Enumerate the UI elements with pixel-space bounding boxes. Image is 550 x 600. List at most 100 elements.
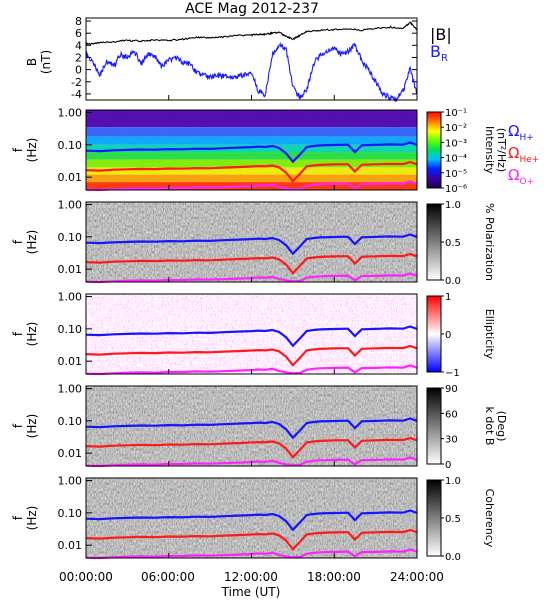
colorbar-label: % Polarization xyxy=(483,203,496,281)
gyro-line-he xyxy=(85,436,418,459)
colorbar-tick-label: 60 xyxy=(445,409,458,420)
gyro-line-h xyxy=(85,325,418,348)
y-axis-label: f xyxy=(11,147,25,152)
series-line-|b| xyxy=(85,21,418,46)
y-tick-label: 1.00 xyxy=(58,291,83,304)
colorbar xyxy=(426,111,442,189)
colorbar-unit: (nT²/Hz) xyxy=(495,128,508,172)
y-tick-label: 1.00 xyxy=(58,475,83,488)
y-tick-label: 0.10 xyxy=(58,415,83,428)
legend-subscript: O+ xyxy=(519,177,534,187)
colorbar-tick-label: 1.0 xyxy=(445,476,461,487)
colorbar-label: k dot B xyxy=(483,407,496,446)
gyro-line-he xyxy=(85,252,418,275)
colorbar-tick-label: 0.0 xyxy=(445,552,461,563)
colorbar-tick-label: 10⁻³ xyxy=(445,138,467,149)
colorbar-tick-label: 0 xyxy=(445,460,451,471)
panel-polarization: 1.00 0.10 0.01 f (Hz) 1.0 0.5 0.0 % Polarization xyxy=(11,199,496,287)
y-tick-label: 0.01 xyxy=(58,447,83,460)
colorbar-tick-label: 1.0 xyxy=(445,200,461,211)
gyro-line-he xyxy=(85,344,418,367)
legend-subscript: R xyxy=(441,53,448,64)
y-tick-label: 2 xyxy=(75,51,82,64)
y-tick-label: 0.01 xyxy=(58,171,83,184)
y-tick-label: 1.00 xyxy=(58,199,83,212)
y-tick-label: 0.01 xyxy=(58,263,83,276)
y-axis-label: f xyxy=(11,515,25,520)
y-tick-label: 6 xyxy=(75,27,82,40)
y-axis-unit: (nT) xyxy=(39,50,53,74)
colorbar-label: Ellipticity xyxy=(483,309,496,360)
y-tick-label: 0 xyxy=(75,64,82,77)
legend-entry-o: ΩO+ xyxy=(508,166,534,187)
x-tick-label: 00:00:00 xyxy=(59,570,113,584)
series-line-br xyxy=(85,41,418,103)
y-tick-label: 4 xyxy=(75,39,82,52)
colorbar-tick-label: 0 xyxy=(445,330,451,341)
colorbar xyxy=(426,295,442,373)
y-tick-label: 0.01 xyxy=(58,355,83,368)
colorbar-tick-label: 10⁻⁴ xyxy=(445,154,467,165)
colorbar-unit: (Deg) xyxy=(495,411,508,442)
colorbar-tick-label: 30 xyxy=(445,435,458,446)
x-axis: 00:00:00 06:00:00 12:00:00 18:00:00 24:0… xyxy=(59,570,444,599)
panel-kdotb: 1.00 0.10 0.01 f (Hz) 90 60 30 0 k dot B (Deg) xyxy=(11,383,508,471)
y-tick-label: 0.01 xyxy=(58,539,83,552)
y-tick-label: 0.10 xyxy=(58,231,83,244)
y-axis-unit: (Hz) xyxy=(25,322,39,347)
y-tick-label: -4 xyxy=(71,88,82,101)
gyro-line-o xyxy=(85,364,418,376)
y-tick-label: 1.00 xyxy=(58,107,83,120)
y-axis-label: f xyxy=(11,239,25,244)
gyro-line-o xyxy=(85,272,418,284)
panel-ellipticity: 1.00 0.10 0.01 f (Hz) 1 0 −1 Ellipticity xyxy=(11,291,496,379)
colorbar-tick-label: −1 xyxy=(445,368,460,379)
y-axis-unit: (Hz) xyxy=(25,230,39,255)
gyro-line-o xyxy=(85,548,418,560)
colorbar-tick-label: 0.5 xyxy=(445,514,461,525)
x-tick-label: 06:00:00 xyxy=(141,570,195,584)
colorbar-label: Intensity xyxy=(483,126,496,174)
y-tick-label: 0.10 xyxy=(58,139,83,152)
y-tick-label: 0.10 xyxy=(58,323,83,336)
colorbar-tick-label: 10⁻¹ xyxy=(445,108,467,119)
gyro-line-h xyxy=(85,509,418,532)
colorbar xyxy=(426,387,442,465)
y-axis-unit: (Hz) xyxy=(25,414,39,439)
legend-subscript: He+ xyxy=(519,155,539,165)
colorbar-tick-label: 10⁻² xyxy=(445,123,467,134)
legend-entry-br: BR xyxy=(430,42,448,64)
panel-intensity: 1.00 0.10 0.01 f (Hz) 10⁻¹ 10⁻² 10⁻³ 10⁻⁴ 10⁻⁵ 10⁻… xyxy=(11,107,539,195)
panel-coherency: 1.00 0.10 0.01 f (Hz) 1.0 0.5 0.0 Coherency xyxy=(11,475,496,563)
gyro-line-h xyxy=(85,141,418,164)
y-tick-label: 8 xyxy=(75,15,82,28)
colorbar-tick-label: 0.0 xyxy=(445,276,461,287)
y-tick-label: 0.10 xyxy=(58,507,83,520)
colorbar-label: Coherency xyxy=(483,489,496,548)
x-tick-label: 24:00:00 xyxy=(390,570,444,584)
y-tick-label: 1.00 xyxy=(58,383,83,396)
x-tick-label: 12:00:00 xyxy=(224,570,278,584)
colorbar xyxy=(426,479,442,557)
gyro-line-h xyxy=(85,417,418,440)
colorbar-tick-label: 10⁻⁶ xyxy=(445,184,467,195)
colorbar-tick-label: 0.5 xyxy=(445,238,461,249)
colorbar-tick-label: 90 xyxy=(445,384,458,395)
y-axis-label: f xyxy=(11,331,25,336)
plot-area xyxy=(86,18,417,100)
colorbar-tick-label: 10⁻⁵ xyxy=(445,169,467,180)
y-axis-label: f xyxy=(11,423,25,428)
gyro-line-o xyxy=(85,456,418,468)
y-axis-label: B xyxy=(25,58,39,66)
y-tick-label: -2 xyxy=(71,76,82,89)
legend-entry-he: ΩHe+ xyxy=(508,144,539,165)
colorbar xyxy=(426,203,442,281)
legend-subscript: H+ xyxy=(519,133,533,143)
x-tick-label: 18:00:00 xyxy=(307,570,361,584)
x-axis-label: Time (UT) xyxy=(221,585,281,599)
legend-entry-b: |B| xyxy=(430,25,452,44)
gyro-line-o xyxy=(85,180,418,192)
gyro-line-he xyxy=(85,528,418,551)
